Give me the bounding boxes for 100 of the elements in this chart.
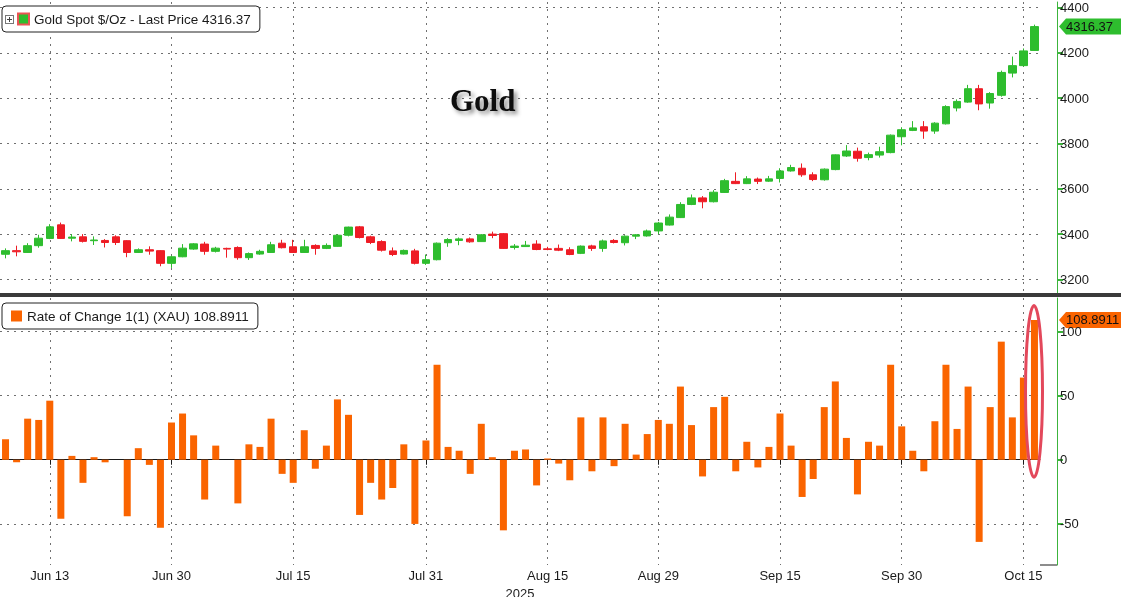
candlestick [975, 84, 983, 111]
bar [156, 459, 164, 528]
x-tick-label: Jun 30 [151, 568, 192, 583]
bar [389, 459, 397, 488]
bar [865, 441, 873, 460]
candlestick [864, 152, 873, 161]
bar [333, 399, 341, 460]
candlestick [588, 244, 596, 252]
bar [765, 446, 773, 460]
candlestick [577, 244, 585, 255]
bar [632, 454, 640, 460]
candlestick [931, 121, 939, 135]
candlestick [112, 234, 120, 246]
candlestick [754, 177, 762, 185]
bar [588, 459, 596, 472]
bar [687, 425, 695, 460]
candlestick [654, 221, 663, 235]
bar [787, 445, 795, 460]
x-tick-label: Jul 31 [408, 568, 444, 583]
candlestick [665, 213, 674, 227]
candlestick [256, 249, 264, 256]
candlestick [1, 247, 10, 259]
bar [123, 459, 131, 517]
candlestick [344, 226, 353, 237]
bar [599, 417, 607, 460]
candlestick [477, 233, 486, 243]
bar [167, 422, 175, 460]
candlestick [632, 233, 640, 240]
candlestick [289, 239, 297, 254]
bar [311, 459, 319, 469]
bar [267, 418, 275, 460]
candlestick [167, 255, 176, 269]
candlestick [366, 235, 375, 245]
candlestick [123, 239, 131, 258]
bar [577, 417, 585, 460]
bar [145, 459, 153, 465]
candlestick [400, 249, 408, 255]
text: Gold [450, 83, 516, 118]
bar [212, 445, 220, 460]
bar [665, 423, 673, 460]
bar [400, 444, 408, 460]
candlestick [444, 237, 452, 248]
candlestick [909, 120, 917, 132]
x-tick-label: Oct 15 [1004, 568, 1043, 583]
bar [256, 446, 264, 460]
bar [367, 459, 375, 483]
candlestick [189, 242, 198, 251]
candlestick [211, 246, 220, 253]
candlestick [46, 223, 54, 240]
bar [853, 459, 861, 495]
y-tick-label: 0 [1060, 452, 1068, 468]
bar [499, 459, 507, 531]
y-tick-label: 3200 [1060, 271, 1089, 287]
bar [245, 444, 253, 460]
candlestick [79, 233, 87, 243]
candlestick [433, 242, 441, 261]
candlestick [12, 245, 21, 257]
candlestick [986, 91, 994, 110]
candlestick [875, 146, 884, 159]
bar [378, 459, 386, 500]
y-tick-label: 3600 [1060, 181, 1089, 197]
candlestick [90, 235, 98, 246]
bar [422, 440, 430, 460]
candlestick [455, 237, 463, 246]
candlestick [610, 238, 618, 244]
bar [234, 459, 242, 504]
candlestick [245, 251, 253, 261]
bar [190, 435, 198, 460]
bar [411, 459, 419, 524]
candlestick [145, 245, 154, 256]
candlestick [698, 195, 707, 209]
bar [46, 400, 54, 460]
candlestick [466, 237, 474, 244]
candlestick [566, 246, 574, 256]
candlestick [499, 232, 508, 250]
bar [444, 446, 452, 460]
bar [522, 449, 530, 460]
bar [1008, 417, 1016, 460]
bar [134, 448, 142, 460]
candlestick [311, 243, 320, 256]
candlestick [1008, 56, 1017, 78]
bar [621, 423, 629, 460]
candlestick [322, 242, 331, 250]
y-tick-label: 3400 [1060, 226, 1089, 242]
candlestick [599, 239, 607, 253]
x-tick-label: Sep 30 [881, 568, 923, 583]
x-tick-label: Jul 15 [275, 568, 311, 583]
bar [953, 428, 961, 460]
candlestick [23, 242, 32, 254]
bar [466, 459, 474, 474]
bar [809, 459, 817, 479]
legend-label: Rate of Change 1(1) (XAU) 108.8911 [27, 308, 249, 324]
x-tick-label: Sep 15 [759, 568, 801, 583]
candlestick [200, 241, 209, 256]
bar [898, 426, 906, 460]
bar [676, 386, 684, 460]
bar [278, 459, 286, 474]
candlestick [731, 171, 740, 185]
candlestick [831, 153, 840, 171]
bar [876, 445, 884, 460]
